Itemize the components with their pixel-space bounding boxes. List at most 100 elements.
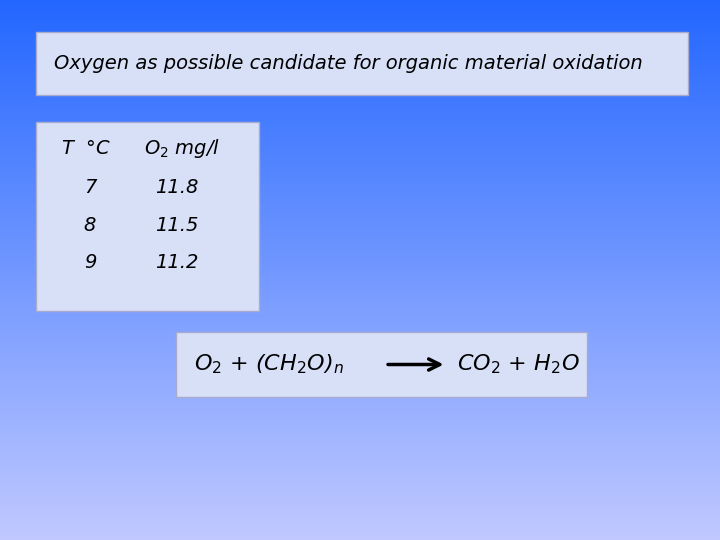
Bar bbox=[0, 25, 720, 27]
Bar bbox=[0, 463, 720, 464]
Bar bbox=[0, 351, 720, 353]
Bar bbox=[0, 373, 720, 374]
Bar bbox=[0, 320, 720, 322]
Bar bbox=[0, 313, 720, 315]
Bar bbox=[0, 178, 720, 180]
Bar bbox=[0, 65, 720, 66]
Bar bbox=[0, 128, 720, 130]
Bar bbox=[0, 228, 720, 231]
Bar bbox=[0, 200, 720, 201]
Bar bbox=[0, 243, 720, 245]
Bar bbox=[0, 443, 720, 444]
Bar bbox=[0, 185, 720, 187]
Bar bbox=[0, 508, 720, 509]
Bar bbox=[0, 52, 720, 54]
Bar bbox=[0, 158, 720, 160]
Bar bbox=[0, 420, 720, 421]
Bar bbox=[0, 162, 720, 164]
Bar bbox=[0, 531, 720, 533]
Bar bbox=[0, 119, 720, 120]
Bar bbox=[0, 378, 720, 380]
Bar bbox=[0, 27, 720, 29]
Bar bbox=[0, 45, 720, 47]
Bar bbox=[0, 427, 720, 428]
Bar bbox=[0, 477, 720, 479]
Bar bbox=[0, 270, 720, 272]
Bar bbox=[0, 103, 720, 104]
Bar bbox=[0, 83, 720, 85]
Bar bbox=[0, 497, 720, 498]
Bar bbox=[0, 396, 720, 398]
Bar bbox=[0, 70, 720, 72]
Bar bbox=[0, 120, 720, 123]
Bar bbox=[0, 536, 720, 538]
Bar bbox=[0, 239, 720, 241]
Bar bbox=[0, 164, 720, 166]
Bar bbox=[0, 482, 720, 484]
Text: 7: 7 bbox=[84, 178, 96, 197]
Bar bbox=[0, 238, 720, 239]
Bar bbox=[0, 317, 720, 319]
Bar bbox=[0, 290, 720, 292]
Bar bbox=[0, 538, 720, 540]
Bar bbox=[0, 39, 720, 42]
Bar bbox=[0, 493, 720, 495]
Bar bbox=[0, 434, 720, 436]
Bar bbox=[0, 525, 720, 528]
Bar bbox=[0, 216, 720, 218]
Bar bbox=[0, 428, 720, 430]
Bar bbox=[0, 171, 720, 173]
Bar bbox=[0, 225, 720, 227]
Bar bbox=[0, 11, 720, 12]
Bar bbox=[0, 135, 720, 137]
FancyBboxPatch shape bbox=[36, 122, 259, 310]
Bar bbox=[0, 218, 720, 220]
Bar bbox=[0, 147, 720, 150]
Bar bbox=[0, 444, 720, 447]
Bar bbox=[0, 56, 720, 58]
Bar bbox=[0, 363, 720, 366]
Bar bbox=[0, 322, 720, 324]
Bar bbox=[0, 417, 720, 420]
Bar bbox=[0, 355, 720, 356]
Bar bbox=[0, 308, 720, 309]
Text: CO$_2$ + H$_2$O: CO$_2$ + H$_2$O bbox=[457, 353, 580, 376]
Bar bbox=[0, 432, 720, 434]
Bar bbox=[0, 115, 720, 117]
Text: O$_2$ + (CH$_2$O)$_n$: O$_2$ + (CH$_2$O)$_n$ bbox=[194, 353, 344, 376]
Bar bbox=[0, 382, 720, 383]
Bar bbox=[0, 97, 720, 99]
Bar bbox=[0, 113, 720, 115]
Bar bbox=[0, 86, 720, 88]
Bar bbox=[0, 353, 720, 355]
Bar bbox=[0, 374, 720, 376]
Bar bbox=[0, 401, 720, 403]
Bar bbox=[0, 306, 720, 308]
Bar bbox=[0, 405, 720, 407]
Bar bbox=[0, 520, 720, 522]
Bar bbox=[0, 324, 720, 326]
Bar bbox=[0, 153, 720, 155]
Text: Oxygen as possible candidate for organic material oxidation: Oxygen as possible candidate for organic… bbox=[54, 53, 643, 73]
Bar bbox=[0, 66, 720, 69]
Bar bbox=[0, 180, 720, 182]
Bar bbox=[0, 59, 720, 61]
Bar bbox=[0, 342, 720, 344]
Bar bbox=[0, 295, 720, 297]
Bar bbox=[0, 302, 720, 304]
Bar bbox=[0, 234, 720, 236]
Bar bbox=[0, 309, 720, 312]
Bar bbox=[0, 108, 720, 110]
Bar bbox=[0, 189, 720, 191]
Bar bbox=[0, 250, 720, 252]
Bar bbox=[0, 5, 720, 7]
Bar bbox=[0, 227, 720, 228]
Bar bbox=[0, 42, 720, 43]
Bar bbox=[0, 263, 720, 265]
Bar bbox=[0, 137, 720, 139]
Bar bbox=[0, 169, 720, 171]
Bar bbox=[0, 99, 720, 101]
Bar bbox=[0, 123, 720, 124]
Bar bbox=[0, 160, 720, 162]
Bar bbox=[0, 340, 720, 342]
